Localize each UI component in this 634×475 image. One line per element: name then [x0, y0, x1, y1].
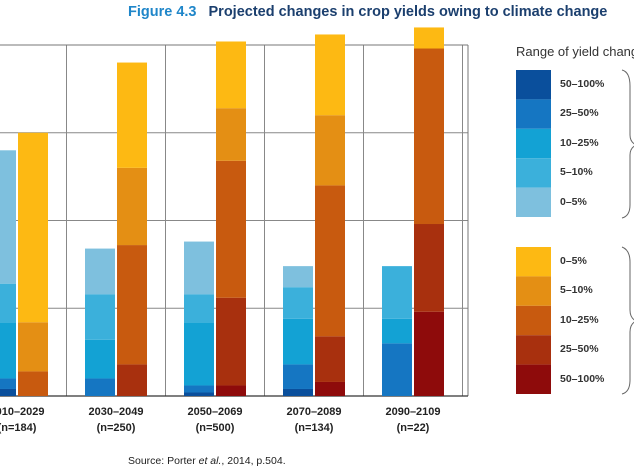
- bar-increase-0-5--1: [85, 248, 115, 295]
- bar-increase-25-50--1: [85, 378, 115, 396]
- bar-increase-25-50--3: [283, 364, 313, 389]
- legend-title: Range of yield change: [516, 44, 634, 59]
- legend-bracket-decrease: [621, 246, 634, 395]
- bar-increase-25-50--0: [0, 378, 16, 389]
- legend-swatch-decrease-0: [516, 247, 551, 277]
- bar-decrease-25-50--4: [414, 224, 444, 312]
- legend-label-decrease-4: 50–100%: [560, 372, 605, 385]
- legend-label-increase-4: 0–5%: [560, 195, 587, 208]
- bar-decrease-5-10--1: [117, 167, 147, 246]
- bar-increase-0-5--2: [184, 241, 214, 295]
- legend-swatch-increase-1: [516, 99, 551, 129]
- bar-decrease-10-25--0: [18, 371, 48, 396]
- bar-increase-5-10--0: [0, 283, 16, 323]
- bar-increase-5-10--4: [382, 266, 412, 319]
- legend-swatch-increase-0: [516, 70, 551, 100]
- bar-increase-50-100--3: [283, 388, 313, 396]
- legend-label-increase-1: 25–50%: [560, 107, 599, 120]
- bar-decrease-0-5--0: [18, 132, 48, 323]
- legend-label-increase-2: 10–25%: [560, 136, 599, 149]
- bar-decrease-0-5--4: [414, 27, 444, 49]
- source-note: Source: Porter et al., 2014, p.504.: [128, 455, 286, 467]
- x-tick-label: 2050–2069: [187, 406, 242, 418]
- bar-increase-25-50--2: [184, 385, 214, 393]
- bar-decrease-0-5--3: [315, 34, 345, 116]
- legend-label-decrease-3: 25–50%: [560, 343, 599, 356]
- bar-decrease-25-50--2: [216, 297, 246, 386]
- bar-increase-5-10--3: [283, 287, 313, 319]
- x-tick-label: 2030–2049: [88, 406, 143, 418]
- bar-decrease-5-10--3: [315, 115, 345, 186]
- x-sample-size: (n=134): [295, 422, 334, 434]
- figure-title: Figure 4.3 Projected changes in crop yiel…: [128, 4, 607, 20]
- bar-increase-10-25--0: [0, 322, 16, 379]
- figure-label: Figure 4.3: [128, 4, 197, 20]
- bar-decrease-0-5--2: [216, 41, 246, 109]
- legend-swatch-decrease-3: [516, 335, 551, 365]
- bar-increase-25-50--4: [382, 343, 412, 396]
- bar-increase-5-10--2: [184, 294, 214, 323]
- figure-title-text: Projected changes in crop yields owing t…: [208, 4, 608, 20]
- x-sample-size: (n=22): [397, 422, 430, 434]
- legend-label-decrease-0: 0–5%: [560, 255, 587, 267]
- bar-decrease-50-100--2: [216, 385, 246, 396]
- legend-swatch-increase-2: [516, 128, 551, 159]
- bar-increase-0-5--3: [283, 266, 313, 288]
- legend-label-increase-3: 5–10%: [560, 166, 593, 179]
- bar-increase-10-25--3: [283, 318, 313, 365]
- bar-decrease-5-10--0: [18, 322, 48, 372]
- bar-decrease-0-5--1: [117, 62, 147, 168]
- x-sample-size: (n=184): [0, 422, 37, 434]
- source-suffix: , 2014, p.504.: [221, 455, 286, 467]
- bar-increase-10-25--4: [382, 318, 412, 344]
- bar-increase-10-25--1: [85, 339, 115, 379]
- x-tick-label: 2070–2089: [286, 406, 341, 418]
- legend-swatch-increase-3: [516, 158, 551, 188]
- bar-decrease-5-10--2: [216, 108, 246, 161]
- legend-label-decrease-1: 5–10%: [560, 284, 593, 297]
- legend-swatch-increase-4: [516, 187, 551, 217]
- bar-decrease-10-25--4: [414, 48, 444, 225]
- bar-increase-50-100--0: [0, 388, 16, 396]
- legend-swatch-decrease-1: [516, 276, 551, 306]
- source-prefix: Source: Porter: [128, 455, 199, 467]
- x-sample-size: (n=500): [196, 422, 235, 434]
- legend-label-increase-0: 50–100%: [560, 78, 605, 90]
- bar-increase-0-5--0: [0, 150, 16, 284]
- x-tick-label: 2090–2109: [385, 406, 440, 418]
- source-etal: et al.: [198, 455, 222, 467]
- bar-decrease-50-100--3: [315, 381, 345, 396]
- bar-increase-50-100--2: [184, 392, 214, 396]
- bar-decrease-25-50--3: [315, 336, 345, 382]
- bar-increase-5-10--1: [85, 294, 115, 340]
- bar-decrease-10-25--3: [315, 185, 345, 337]
- legend-label-decrease-2: 10–25%: [560, 313, 599, 326]
- bar-increase-10-25--2: [184, 322, 214, 386]
- x-sample-size: (n=250): [97, 422, 136, 434]
- bar-decrease-10-25--2: [216, 160, 246, 298]
- bar-decrease-25-50--1: [117, 364, 147, 396]
- legend-swatch-decrease-4: [516, 364, 551, 394]
- bar-decrease-50-100--4: [414, 311, 444, 396]
- bar-decrease-10-25--1: [117, 245, 147, 365]
- legend-swatch-decrease-2: [516, 305, 551, 336]
- legend-bracket-increase: [621, 69, 634, 219]
- x-tick-label: 2010–2029: [0, 406, 45, 418]
